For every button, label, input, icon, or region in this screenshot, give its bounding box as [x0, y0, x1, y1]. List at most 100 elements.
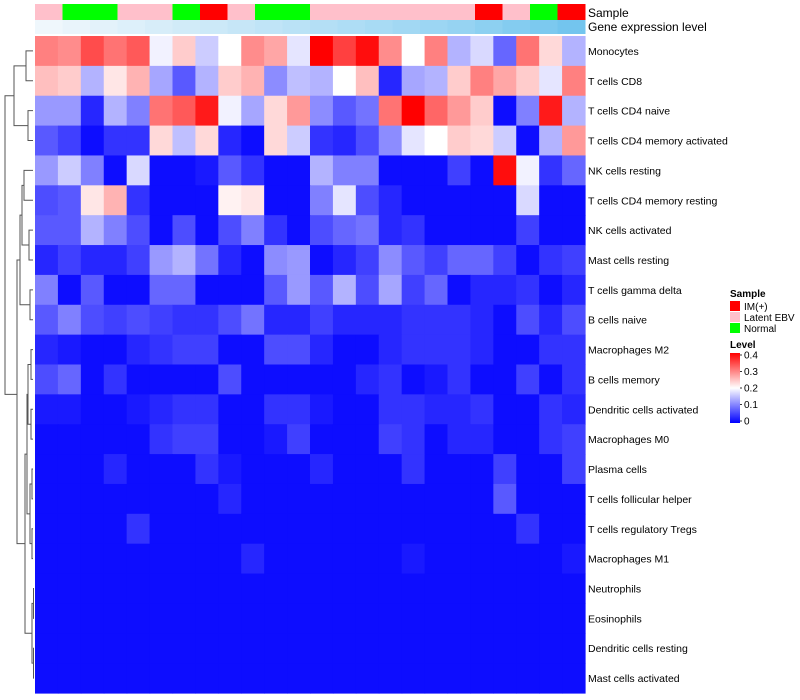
- heatmap-cell: [126, 663, 151, 694]
- row-label: NK cells resting: [588, 165, 661, 177]
- dendrogram-branch: [28, 229, 33, 261]
- heatmap-cell: [447, 245, 472, 276]
- heatmap-cell: [57, 513, 82, 545]
- heatmap-cell: [172, 215, 197, 246]
- heatmap-cell: [218, 603, 242, 634]
- heatmap-cell: [103, 65, 128, 97]
- heatmap-cell: [172, 603, 197, 634]
- heatmap-cell: [378, 543, 403, 575]
- heatmap-cell: [378, 394, 403, 425]
- heatmap-cell: [218, 483, 242, 515]
- heatmap-cell: [493, 543, 517, 575]
- heatmap-cells: [35, 36, 586, 694]
- heatmap-cell: [218, 424, 242, 455]
- heatmap-cell: [195, 633, 219, 664]
- heatmap-cell: [516, 394, 540, 425]
- heatmap-cell: [57, 663, 82, 694]
- heatmap-cell: [355, 36, 380, 67]
- heatmap-cell: [447, 334, 472, 366]
- gene-annotation-cell: [282, 20, 311, 34]
- heatmap-cell: [470, 36, 494, 67]
- heatmap-cell: [355, 603, 380, 634]
- heatmap-cell: [172, 304, 197, 336]
- heatmap-cell: [126, 65, 151, 97]
- heatmap-cell: [470, 245, 494, 276]
- heatmap-cell: [562, 454, 586, 485]
- heatmap-cell: [332, 573, 357, 605]
- heatmap-cell: [424, 663, 449, 694]
- heatmap-cell: [332, 394, 357, 425]
- heatmap-cell: [332, 274, 357, 306]
- heatmap-cell: [424, 125, 449, 157]
- heatmap-cell: [401, 394, 426, 425]
- heatmap-cell: [80, 274, 105, 306]
- sample-annotation-cell: [557, 4, 586, 20]
- heatmap-cell: [539, 36, 563, 67]
- heatmap-cell: [493, 573, 517, 605]
- heatmap-cell: [57, 125, 82, 157]
- sample-annotation-cell: [172, 4, 201, 20]
- heatmap-cell: [493, 215, 517, 246]
- gene-annotation-cell: [90, 20, 118, 34]
- gene-annotation-cell: [420, 20, 448, 34]
- heatmap-cell: [264, 65, 288, 97]
- heatmap-cell: [470, 95, 494, 127]
- gene-annotation-cell: [145, 20, 173, 34]
- heatmap-cell: [126, 155, 151, 186]
- heatmap-cell: [195, 543, 219, 575]
- heatmap-cell: [149, 155, 174, 186]
- heatmap-cell: [149, 663, 174, 694]
- heatmap-cell: [470, 483, 494, 515]
- legend-sample-swatch: [730, 301, 740, 311]
- dendrogram-branch: [21, 184, 29, 246]
- heatmap-cell: [218, 513, 242, 545]
- heatmap-cell: [264, 424, 288, 455]
- heatmap-cell: [470, 215, 494, 246]
- dendrogram-branch: [23, 169, 33, 201]
- heatmap-cell: [539, 573, 563, 605]
- heatmap-cell: [470, 573, 494, 605]
- heatmap-cell: [447, 155, 472, 186]
- heatmap-cell: [126, 334, 151, 366]
- heatmap-cell: [562, 125, 586, 157]
- heatmap-cell: [241, 274, 265, 306]
- heatmap-cell: [264, 573, 288, 605]
- heatmap-cell: [172, 334, 197, 366]
- heatmap-cell: [424, 424, 449, 455]
- heatmap-cell: [332, 304, 357, 336]
- heatmap-cell: [103, 454, 128, 485]
- dendrogram-branch: [30, 349, 33, 380]
- heatmap-cell: [447, 215, 472, 246]
- heatmap-cell: [401, 424, 426, 455]
- heatmap-cell: [218, 95, 242, 127]
- heatmap-cell: [149, 304, 174, 336]
- heatmap-cell: [80, 483, 105, 515]
- heatmap-cell: [80, 424, 105, 455]
- heatmap-cell: [470, 603, 494, 634]
- heatmap-cell: [310, 185, 334, 216]
- heatmap-cell: [172, 394, 197, 425]
- dendrogram-branch: [27, 110, 33, 142]
- heatmap-cell: [35, 364, 59, 395]
- heatmap-cell: [149, 215, 174, 246]
- heatmap-cell: [424, 274, 449, 306]
- heatmap-cell: [516, 424, 540, 455]
- heatmap-cell: [424, 65, 449, 97]
- row-label: NK cells activated: [588, 225, 672, 237]
- heatmap-cell: [126, 633, 151, 664]
- heatmap-cell: [218, 633, 242, 664]
- heatmap-cell: [35, 573, 59, 605]
- heatmap-cell: [80, 543, 105, 575]
- heatmap-cell: [401, 483, 426, 515]
- heatmap-cell: [562, 513, 586, 545]
- heatmap-cell: [355, 394, 380, 425]
- legend-level-tick-label: 0.3: [744, 367, 758, 378]
- sample-annotation-cell: [447, 4, 476, 20]
- heatmap-cell: [287, 454, 311, 485]
- heatmap-cell: [218, 663, 242, 694]
- heatmap-cell: [57, 364, 82, 395]
- sample-annotation-cell: [310, 4, 338, 20]
- heatmap-cell: [310, 663, 334, 694]
- heatmap-cell: [241, 65, 265, 97]
